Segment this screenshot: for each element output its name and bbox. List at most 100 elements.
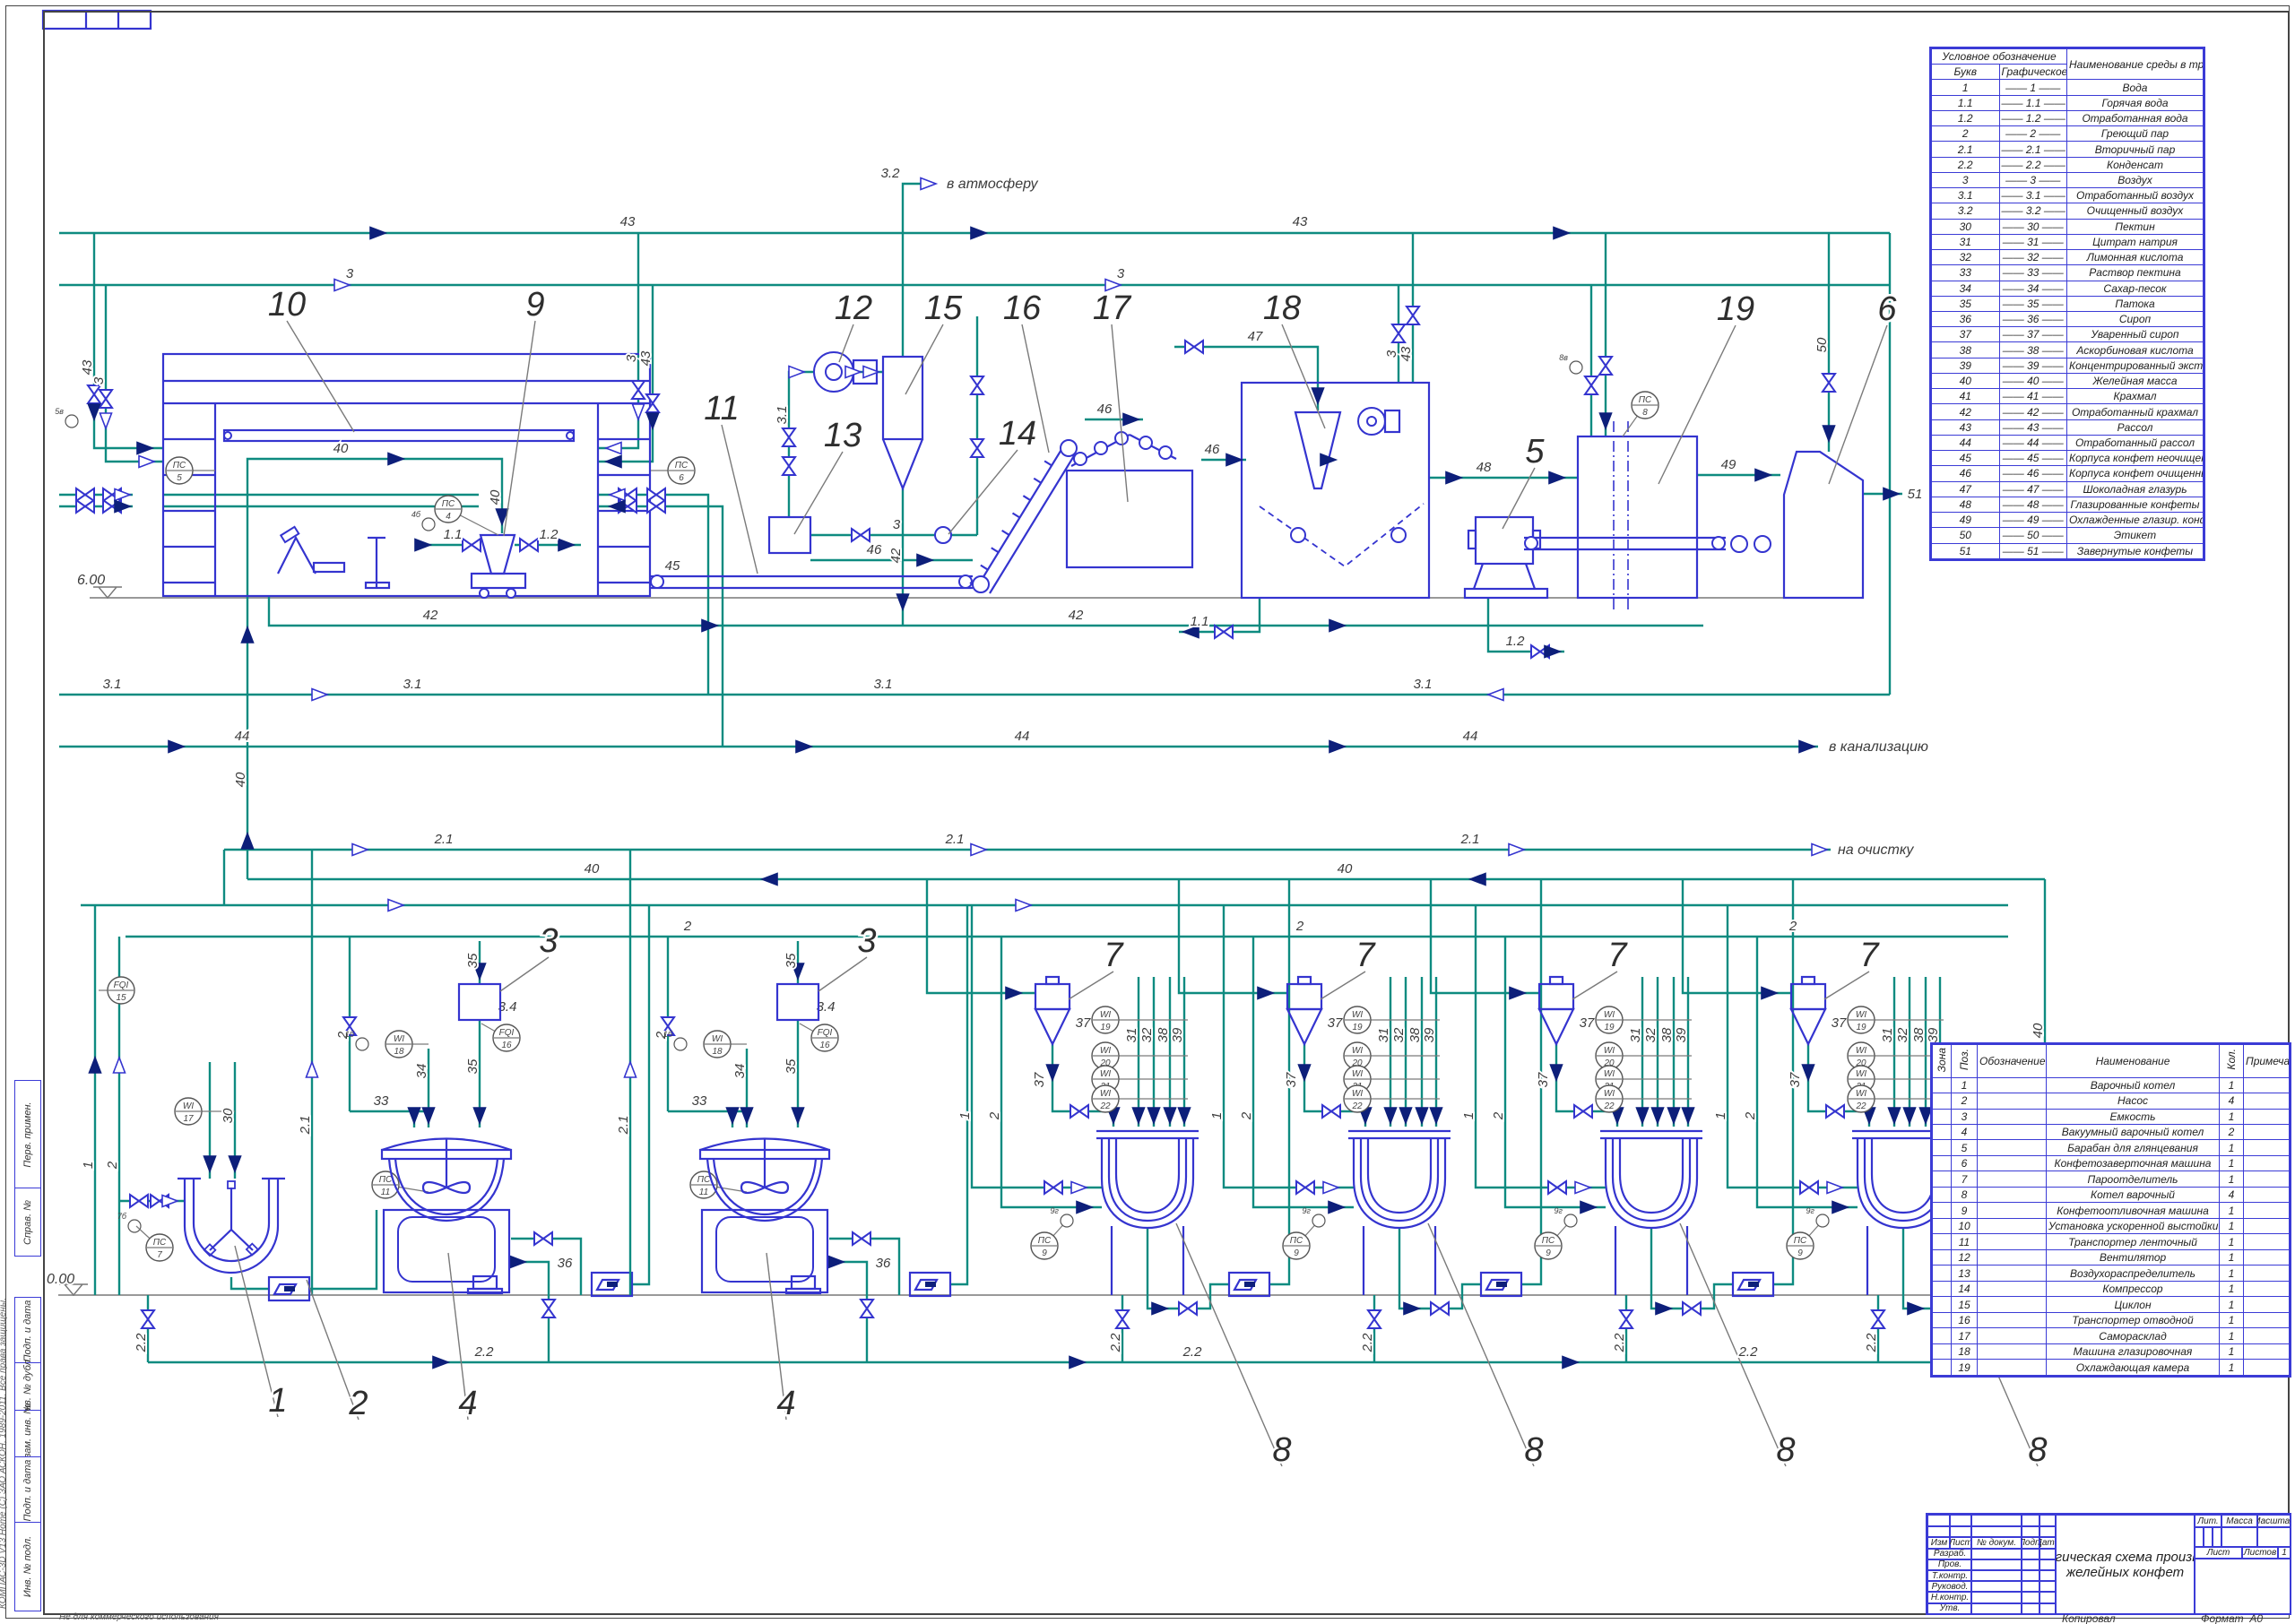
callout-leader [948, 449, 1018, 535]
equipment-outline [1114, 1138, 1181, 1214]
valve-icon [1799, 1179, 1819, 1196]
flow-arrow-icon [311, 687, 330, 702]
callout-leader [818, 956, 868, 992]
equipment-outline [163, 379, 650, 405]
valve-icon [1321, 1103, 1341, 1119]
elevation-mark [93, 586, 122, 600]
title-block-cell: Масштаб [2256, 1515, 2291, 1528]
annotation-text: на очистку [1838, 842, 1914, 858]
pipe-label: 40 [488, 489, 503, 505]
equipment-outline [1362, 1226, 1437, 1295]
title-block-cell [2021, 1591, 2040, 1604]
flow-arrow-icon [1329, 739, 1347, 754]
callout-leader [447, 1252, 469, 1421]
valve-icon [519, 537, 539, 553]
instrument-number: 22 [1351, 1101, 1363, 1111]
equipment-outline [203, 1243, 217, 1257]
watermark: КОМПАС-3D V13 Home (С) ЗАО АСКОН, 1989-2… [0, 1297, 8, 1609]
pump-mark [607, 1282, 618, 1287]
flow-arrow-icon [1415, 1107, 1429, 1126]
legend-row: 42 —— 42 —— Отработанный крахмал [1931, 403, 2204, 420]
flow-arrow-icon [1574, 1180, 1593, 1195]
instrument-tag: WI [1352, 1089, 1363, 1099]
equipment-outline [1259, 503, 1425, 568]
title-block-cell [2021, 1558, 2040, 1571]
legend-row: 37 —— 37 —— Уваренный сироп [1931, 326, 2204, 343]
instrument-tag: WI [1856, 1010, 1866, 1020]
title-block-cell [1970, 1602, 2022, 1615]
legend-row: 48 —— 48 —— Глазированные конфеты [1931, 496, 2204, 514]
flow-arrow-icon [1822, 425, 1836, 444]
pipe-label: 38 [1911, 1027, 1927, 1042]
pipe-label: 43 [1293, 214, 1308, 229]
flow-arrow-icon [407, 1107, 421, 1126]
flow-arrow-icon [1509, 986, 1528, 1000]
instrument-number: 9 [1546, 1248, 1551, 1258]
legend-row: 39—— 39 ——Концентрированный экстракт [1931, 357, 2204, 374]
valve-icon [533, 1231, 553, 1247]
flow-arrow-icon [795, 739, 814, 754]
flow-arrow-icon [203, 1155, 217, 1174]
pipe-label: 2 [1788, 919, 1797, 934]
equipment-outline [1467, 529, 1477, 550]
equipment-outline [394, 1158, 499, 1216]
pipe [1000, 937, 1102, 1209]
callout-number: 16 [1003, 289, 1042, 327]
legend-row: 41 —— 41 —— Крахмал [1931, 388, 2204, 405]
valve-icon [646, 487, 666, 503]
flow-arrow-icon [725, 1107, 740, 1126]
equipment-outline [1711, 536, 1726, 550]
instrument-number: 19 [1604, 1023, 1615, 1032]
pipe-label: 40 [2031, 1023, 2046, 1038]
callout-leader [1679, 1222, 1787, 1467]
pipe-label: 1.2 [540, 527, 559, 542]
instrument-tag: ПС [379, 1175, 393, 1185]
pipe-label: 3.1 [103, 677, 122, 692]
title-block-cell [2194, 1558, 2291, 1615]
flow-arrow-icon [862, 365, 881, 379]
valve-icon [1390, 324, 1407, 343]
flow-arrow-icon [1655, 1301, 1674, 1316]
flow-arrow-icon [161, 1194, 180, 1208]
instrument-tag: ПС [1290, 1236, 1303, 1246]
pipe-label: 2.2 [1360, 1333, 1375, 1353]
equipment-outline [700, 1208, 829, 1294]
valve-icon [851, 527, 870, 543]
callout-number: 7 [1104, 937, 1124, 974]
equipment-outline [914, 1278, 939, 1291]
flow-arrow-icon [1328, 1200, 1347, 1214]
equipment-row: 18 Машина глазировочная 1 [1932, 1343, 2290, 1361]
legend-row: 47 —— 47 —— Шоколадная глазурь [1931, 480, 2204, 497]
callout-number: 18 [1263, 289, 1301, 327]
equipment-outline [825, 363, 843, 381]
flow-arrow-icon [970, 226, 989, 240]
callout-leader [1021, 324, 1050, 454]
callout-leader [1320, 971, 1366, 1000]
instrument-number: 19 [1856, 1023, 1866, 1032]
pipe-label: 38 [1659, 1027, 1675, 1042]
pipe-label: 43 [1399, 346, 1414, 361]
title-block-cell [1970, 1558, 2022, 1571]
title-block-cell [2039, 1591, 2057, 1604]
title-block-cell [1949, 1515, 1972, 1528]
equipment-outline [1286, 1007, 1323, 1047]
equipment-outline [1613, 421, 1629, 609]
valve-icon [781, 456, 797, 476]
title-block-cell [1970, 1591, 2022, 1604]
sensor-label: 8в [1559, 353, 1568, 362]
pipe [1755, 937, 1858, 1209]
title-block-cell: Технологическая схема производстважелейн… [2055, 1515, 2195, 1615]
flow-arrow-icon [240, 831, 255, 850]
flow-arrow-icon [1883, 487, 1901, 501]
pipe-label: 45 [665, 558, 680, 574]
title-block-cell: № докум. [1970, 1536, 2022, 1550]
callout-number: 14 [999, 415, 1036, 453]
pipe [1681, 879, 1791, 995]
equipment-outline [1290, 527, 1306, 543]
equipment-outline [712, 1158, 818, 1216]
valve-icon [75, 498, 95, 514]
callout-leader [838, 324, 854, 363]
pipe-label: 2.2 [134, 1333, 149, 1353]
equipment-outline [1352, 1138, 1447, 1230]
pipe-label: 32 [1139, 1027, 1155, 1042]
